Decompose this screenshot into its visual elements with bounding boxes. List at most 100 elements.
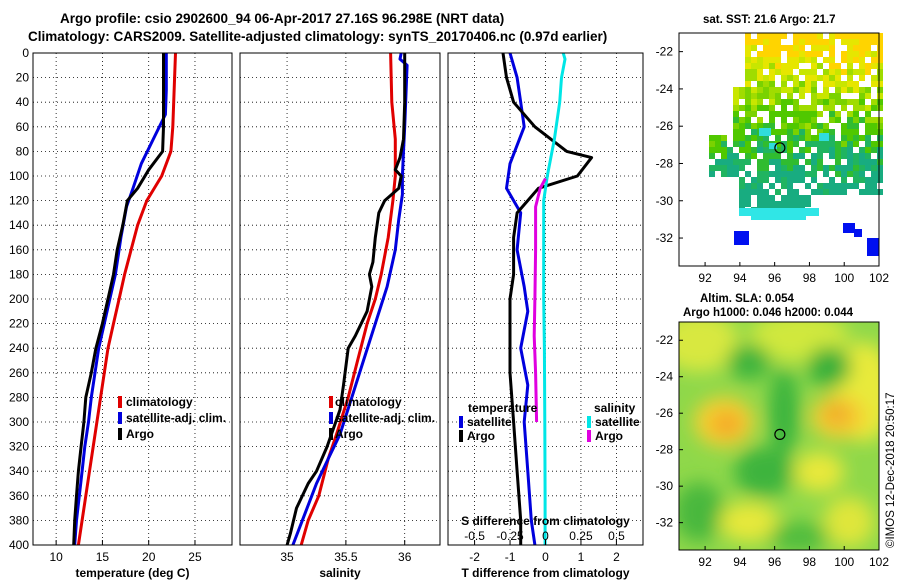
sst-pixel — [733, 165, 739, 171]
sst-pixel — [841, 189, 847, 195]
sst-pixel — [847, 57, 853, 63]
sst-pixel — [739, 189, 745, 195]
sst-pixel — [793, 75, 799, 81]
sst-pixel — [751, 39, 757, 45]
sst-pixel — [781, 117, 787, 123]
sst-pixel — [757, 123, 763, 129]
sst-pixel — [829, 129, 835, 135]
x-tick-label: 35.5 — [334, 550, 358, 564]
sst-pixel — [775, 153, 781, 159]
sst-pixel — [871, 189, 877, 195]
sst-pixel — [757, 171, 763, 177]
sst-pixel — [769, 69, 775, 75]
sst-pixel — [823, 123, 829, 129]
sst-pixel — [871, 99, 877, 105]
x-axis-label: temperature (deg C) — [75, 566, 189, 580]
sst-pixel — [781, 183, 787, 189]
sst-pixel — [769, 201, 775, 207]
sst-pixel — [811, 33, 817, 39]
sst-pixel — [841, 177, 847, 183]
sst-pixel — [805, 69, 811, 75]
sst-pixel — [799, 177, 805, 183]
sst-pixel — [847, 75, 853, 81]
sst-pixel — [775, 135, 781, 141]
sst-pixel — [769, 147, 775, 153]
sst-pixel — [745, 195, 751, 201]
x-axis-label: salinity — [319, 566, 361, 580]
sst-pixel — [859, 57, 865, 63]
sst-pixel — [871, 39, 877, 45]
map-y-tick-label: -24 — [656, 82, 674, 96]
y-tick-label: 80 — [16, 144, 30, 158]
sst-pixel — [811, 51, 817, 57]
sst-pixel — [757, 33, 763, 39]
sst-pixel — [781, 195, 787, 201]
sst-pixel — [835, 159, 841, 165]
sst-pixel — [859, 33, 865, 39]
sst-pixel — [781, 201, 787, 207]
sst-pixel — [877, 189, 883, 195]
sst-pixel — [745, 105, 751, 111]
sst-pixel — [793, 105, 799, 111]
sst-pixel — [865, 159, 871, 165]
argo-position-marker — [774, 428, 786, 440]
sst-pixel — [763, 177, 769, 183]
sst-pixel — [799, 33, 805, 39]
sst-pixel — [793, 159, 799, 165]
sst-pixel — [871, 177, 877, 183]
sst-pixel — [835, 147, 841, 153]
y-tick-label: 60 — [16, 120, 30, 134]
sst-pixel — [739, 129, 745, 135]
sst-pixel — [781, 87, 787, 93]
sst-pixel — [829, 99, 835, 105]
sst-pixel — [823, 171, 829, 177]
sst-pixel — [811, 153, 817, 159]
sst-pixel — [739, 195, 745, 201]
y-tick-label: 140 — [9, 218, 29, 232]
sst-pixel — [787, 51, 793, 57]
sst-pixel — [781, 105, 787, 111]
sst-pixel — [817, 51, 823, 57]
sst-pixel — [835, 171, 841, 177]
sst-pixel — [877, 69, 883, 75]
legend-swatch — [118, 428, 122, 440]
sst-pixel — [841, 105, 847, 111]
sst-pixel — [739, 165, 745, 171]
sst-pixel — [757, 141, 763, 147]
title-line2: Climatology: CARS2009. Satellite-adjuste… — [28, 29, 607, 44]
legend-swatch — [329, 412, 333, 424]
sst-pixel — [823, 129, 829, 135]
sst-pixel — [745, 75, 751, 81]
sst-pixel — [733, 171, 739, 177]
sst-pixel — [709, 141, 715, 147]
sst-pixel — [757, 117, 763, 123]
sst-pixel — [877, 87, 883, 93]
sst-pixel — [769, 33, 775, 39]
sst-pixel — [793, 201, 799, 207]
sst-pixel — [751, 183, 757, 189]
sst-pixel — [781, 75, 787, 81]
sst-pixel — [751, 123, 757, 129]
sst-pixel — [865, 33, 871, 39]
sla-title-line1: Altim. SLA: 0.054 — [700, 293, 795, 305]
sst-pixel — [739, 159, 745, 165]
sst-pixel — [799, 201, 805, 207]
sst-pixel — [877, 33, 883, 39]
s-axis-label: S difference from climatology — [461, 514, 630, 528]
y-tick-label: 40 — [16, 95, 30, 109]
sst-pixel — [769, 143, 777, 149]
sst-pixel — [793, 141, 799, 147]
sst-pixel — [751, 129, 757, 135]
sst-pixel — [763, 147, 769, 153]
sst-pixel — [817, 63, 823, 69]
sst-pixel — [745, 141, 751, 147]
map-y-tick-label: -24 — [656, 370, 674, 384]
sst-pixel — [745, 69, 751, 75]
sst-pixel — [867, 238, 879, 256]
sst-pixel — [799, 51, 805, 57]
sst-pixel — [835, 93, 841, 99]
series-line-1 — [73, 53, 168, 546]
sla-blob — [711, 411, 743, 437]
sst-pixel — [763, 45, 769, 51]
sst-pixel — [853, 33, 859, 39]
